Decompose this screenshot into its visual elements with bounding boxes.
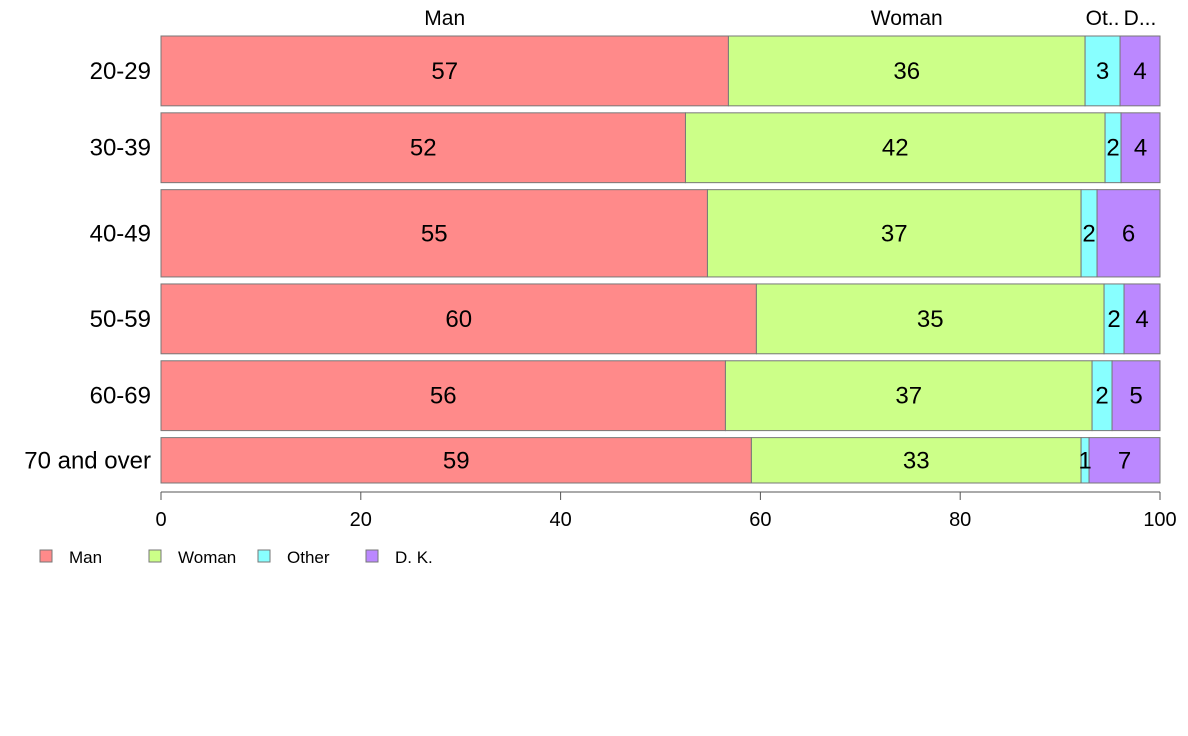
bar-man-60-69 [160, 360, 726, 432]
data-label: 52 [410, 135, 437, 162]
data-label: 2 [1106, 135, 1119, 162]
data-label: 3 [1096, 58, 1109, 85]
data-label: 59 [443, 447, 470, 474]
data-label: 2 [1082, 220, 1095, 247]
bar-man-50-59 [160, 283, 757, 355]
data-label: 2 [1107, 306, 1120, 333]
legend-swatch [365, 549, 379, 563]
top-series-label: Woman [871, 7, 943, 30]
x-tick-label: 0 [155, 509, 166, 531]
category-label: 50-59 [90, 306, 151, 333]
legend-swatch [39, 549, 53, 563]
bar-man-40-49 [160, 189, 708, 278]
x-tick-label: 40 [549, 509, 571, 531]
x-tick-label: 80 [949, 509, 971, 531]
data-label: 2 [1095, 383, 1108, 410]
legend-label: D. K. [395, 548, 433, 567]
x-tick-label: 60 [749, 509, 771, 531]
bar-d-k--50-59 [1123, 283, 1161, 355]
bar-d-k--60-69 [1111, 360, 1161, 432]
data-label: 37 [881, 220, 908, 247]
bar-woman-50-59 [755, 283, 1105, 355]
legend: Man Woman Other D. K. [39, 548, 433, 567]
bar-woman-70-and-over [750, 437, 1082, 484]
bar-man-20-29 [160, 35, 729, 107]
data-label: 55 [421, 220, 448, 247]
data-label: 4 [1133, 58, 1146, 85]
bar-woman-60-69 [724, 360, 1093, 432]
bar-woman-40-49 [706, 189, 1082, 278]
top-series-label: Ot.. [1086, 7, 1120, 30]
legend-label: Man [69, 548, 102, 567]
legend-swatch [257, 549, 271, 563]
category-label: 20-29 [90, 58, 151, 85]
bar-d-k--30-39 [1120, 112, 1161, 184]
category-label: 30-39 [90, 135, 151, 162]
bar-man-70-and-over [160, 437, 752, 484]
category-labels-layer: 20-29 30-39 40-49 50-59 60-69 70 and over [24, 58, 151, 474]
bar-woman-30-39 [684, 112, 1106, 184]
data-label: 37 [895, 383, 922, 410]
bar-d-k--40-49 [1096, 189, 1161, 278]
legend-swatch [148, 549, 162, 563]
data-label: 6 [1122, 220, 1135, 247]
data-label: 4 [1134, 135, 1147, 162]
data-label: 1 [1078, 447, 1091, 474]
data-label: 33 [903, 447, 930, 474]
top-series-label: D... [1124, 7, 1157, 30]
legend-label: Other [287, 548, 330, 567]
data-label: 57 [431, 58, 458, 85]
bar-d-k--20-29 [1119, 35, 1161, 107]
x-tick-label: 20 [350, 509, 372, 531]
legend-label: Woman [178, 548, 236, 567]
data-label: 36 [893, 58, 920, 85]
bar-other-20-29 [1084, 35, 1121, 107]
top-series-labels-layer: Man Woman Ot.. D... [424, 7, 1156, 30]
x-axis: 0 20 40 60 80 100 [155, 491, 1177, 531]
category-label: 40-49 [90, 220, 151, 247]
category-label: 60-69 [90, 383, 151, 410]
data-label: 5 [1129, 383, 1142, 410]
top-series-label: Man [424, 7, 465, 30]
segment-labels-layer: 57 36 3 452 42 2 455 37 2 660 35 2 456 37 2 559 33 1 7 [410, 58, 1149, 474]
data-label: 35 [917, 306, 944, 333]
data-label: 42 [882, 135, 909, 162]
data-label: 60 [445, 306, 472, 333]
bar-man-30-39 [160, 112, 686, 184]
x-tick-label: 100 [1143, 509, 1176, 531]
bars-layer [160, 35, 1161, 484]
data-label: 7 [1118, 447, 1131, 474]
category-label: 70 and over [24, 447, 151, 474]
bar-d-k--70-and-over [1088, 437, 1161, 484]
data-label: 4 [1135, 306, 1148, 333]
bar-woman-20-29 [727, 35, 1086, 107]
data-label: 56 [430, 383, 457, 410]
